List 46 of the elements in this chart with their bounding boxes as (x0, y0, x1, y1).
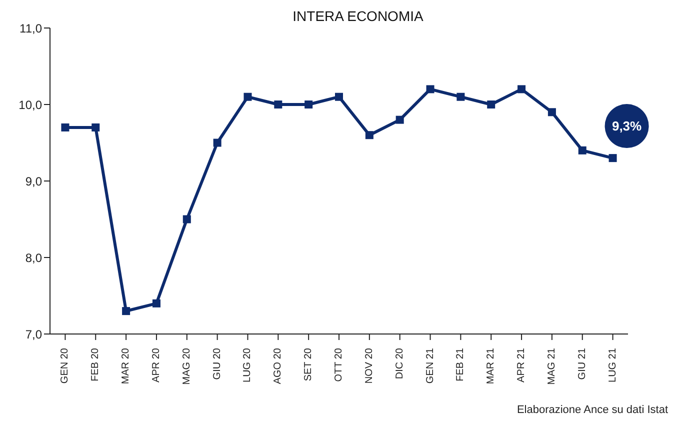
point (365, 131, 374, 140)
x-tick-label: MAG 20 (181, 348, 192, 385)
point (61, 123, 70, 132)
x-tick-label: FEB 21 (455, 348, 466, 382)
point (608, 154, 617, 162)
x-tick-label: MAG 21 (546, 348, 558, 385)
y-tick-label: 11,0 (20, 21, 42, 36)
x-tick-label: DIC 20 (394, 348, 406, 380)
point (92, 123, 100, 132)
annotation: 9,3% (612, 118, 642, 134)
point (518, 85, 526, 94)
point (274, 100, 282, 108)
x-tick-label: SET 20 (303, 348, 314, 382)
point (335, 92, 343, 101)
x-tick-label: AGO 20 (272, 348, 284, 384)
point (396, 116, 404, 124)
text: Elaborazione Ance su dati Istat (516, 404, 668, 416)
point (152, 299, 160, 308)
x-tick-label: GIU 20 (212, 348, 223, 380)
x-tick-label: LUG 21 (607, 348, 618, 382)
point (548, 108, 556, 116)
chart-title: INTERA ECONOMIA (292, 8, 424, 24)
x-tick-label: FEB 20 (90, 348, 102, 382)
point (182, 215, 191, 224)
x-tick-label: OTT 20 (334, 348, 344, 382)
x-tick-label: GEN 21 (424, 348, 436, 384)
point (426, 85, 434, 94)
y-tick-label: 8,0 (25, 250, 42, 265)
point (304, 100, 313, 108)
y-tick-label: 10,0 (18, 98, 42, 112)
x-tick-label: LUG 20 (242, 348, 254, 382)
x-tick-label: GIU 21 (576, 348, 588, 380)
y-tick-label: 9,0 (25, 174, 42, 188)
point (213, 138, 222, 147)
point (122, 307, 130, 316)
point (456, 92, 465, 101)
x-tick-label: MAR 21 (486, 348, 497, 384)
point (244, 92, 252, 101)
y-tick-label: 7,0 (25, 327, 42, 342)
x-tick-label: NOV 20 (364, 348, 375, 384)
x-tick-label: APR 20 (150, 348, 162, 382)
point (578, 146, 586, 154)
x-tick-label: GEN 20 (60, 348, 71, 384)
x-tick-label: MAR 20 (120, 348, 132, 384)
x-tick-label: APR 21 (516, 348, 528, 382)
point (487, 100, 496, 108)
